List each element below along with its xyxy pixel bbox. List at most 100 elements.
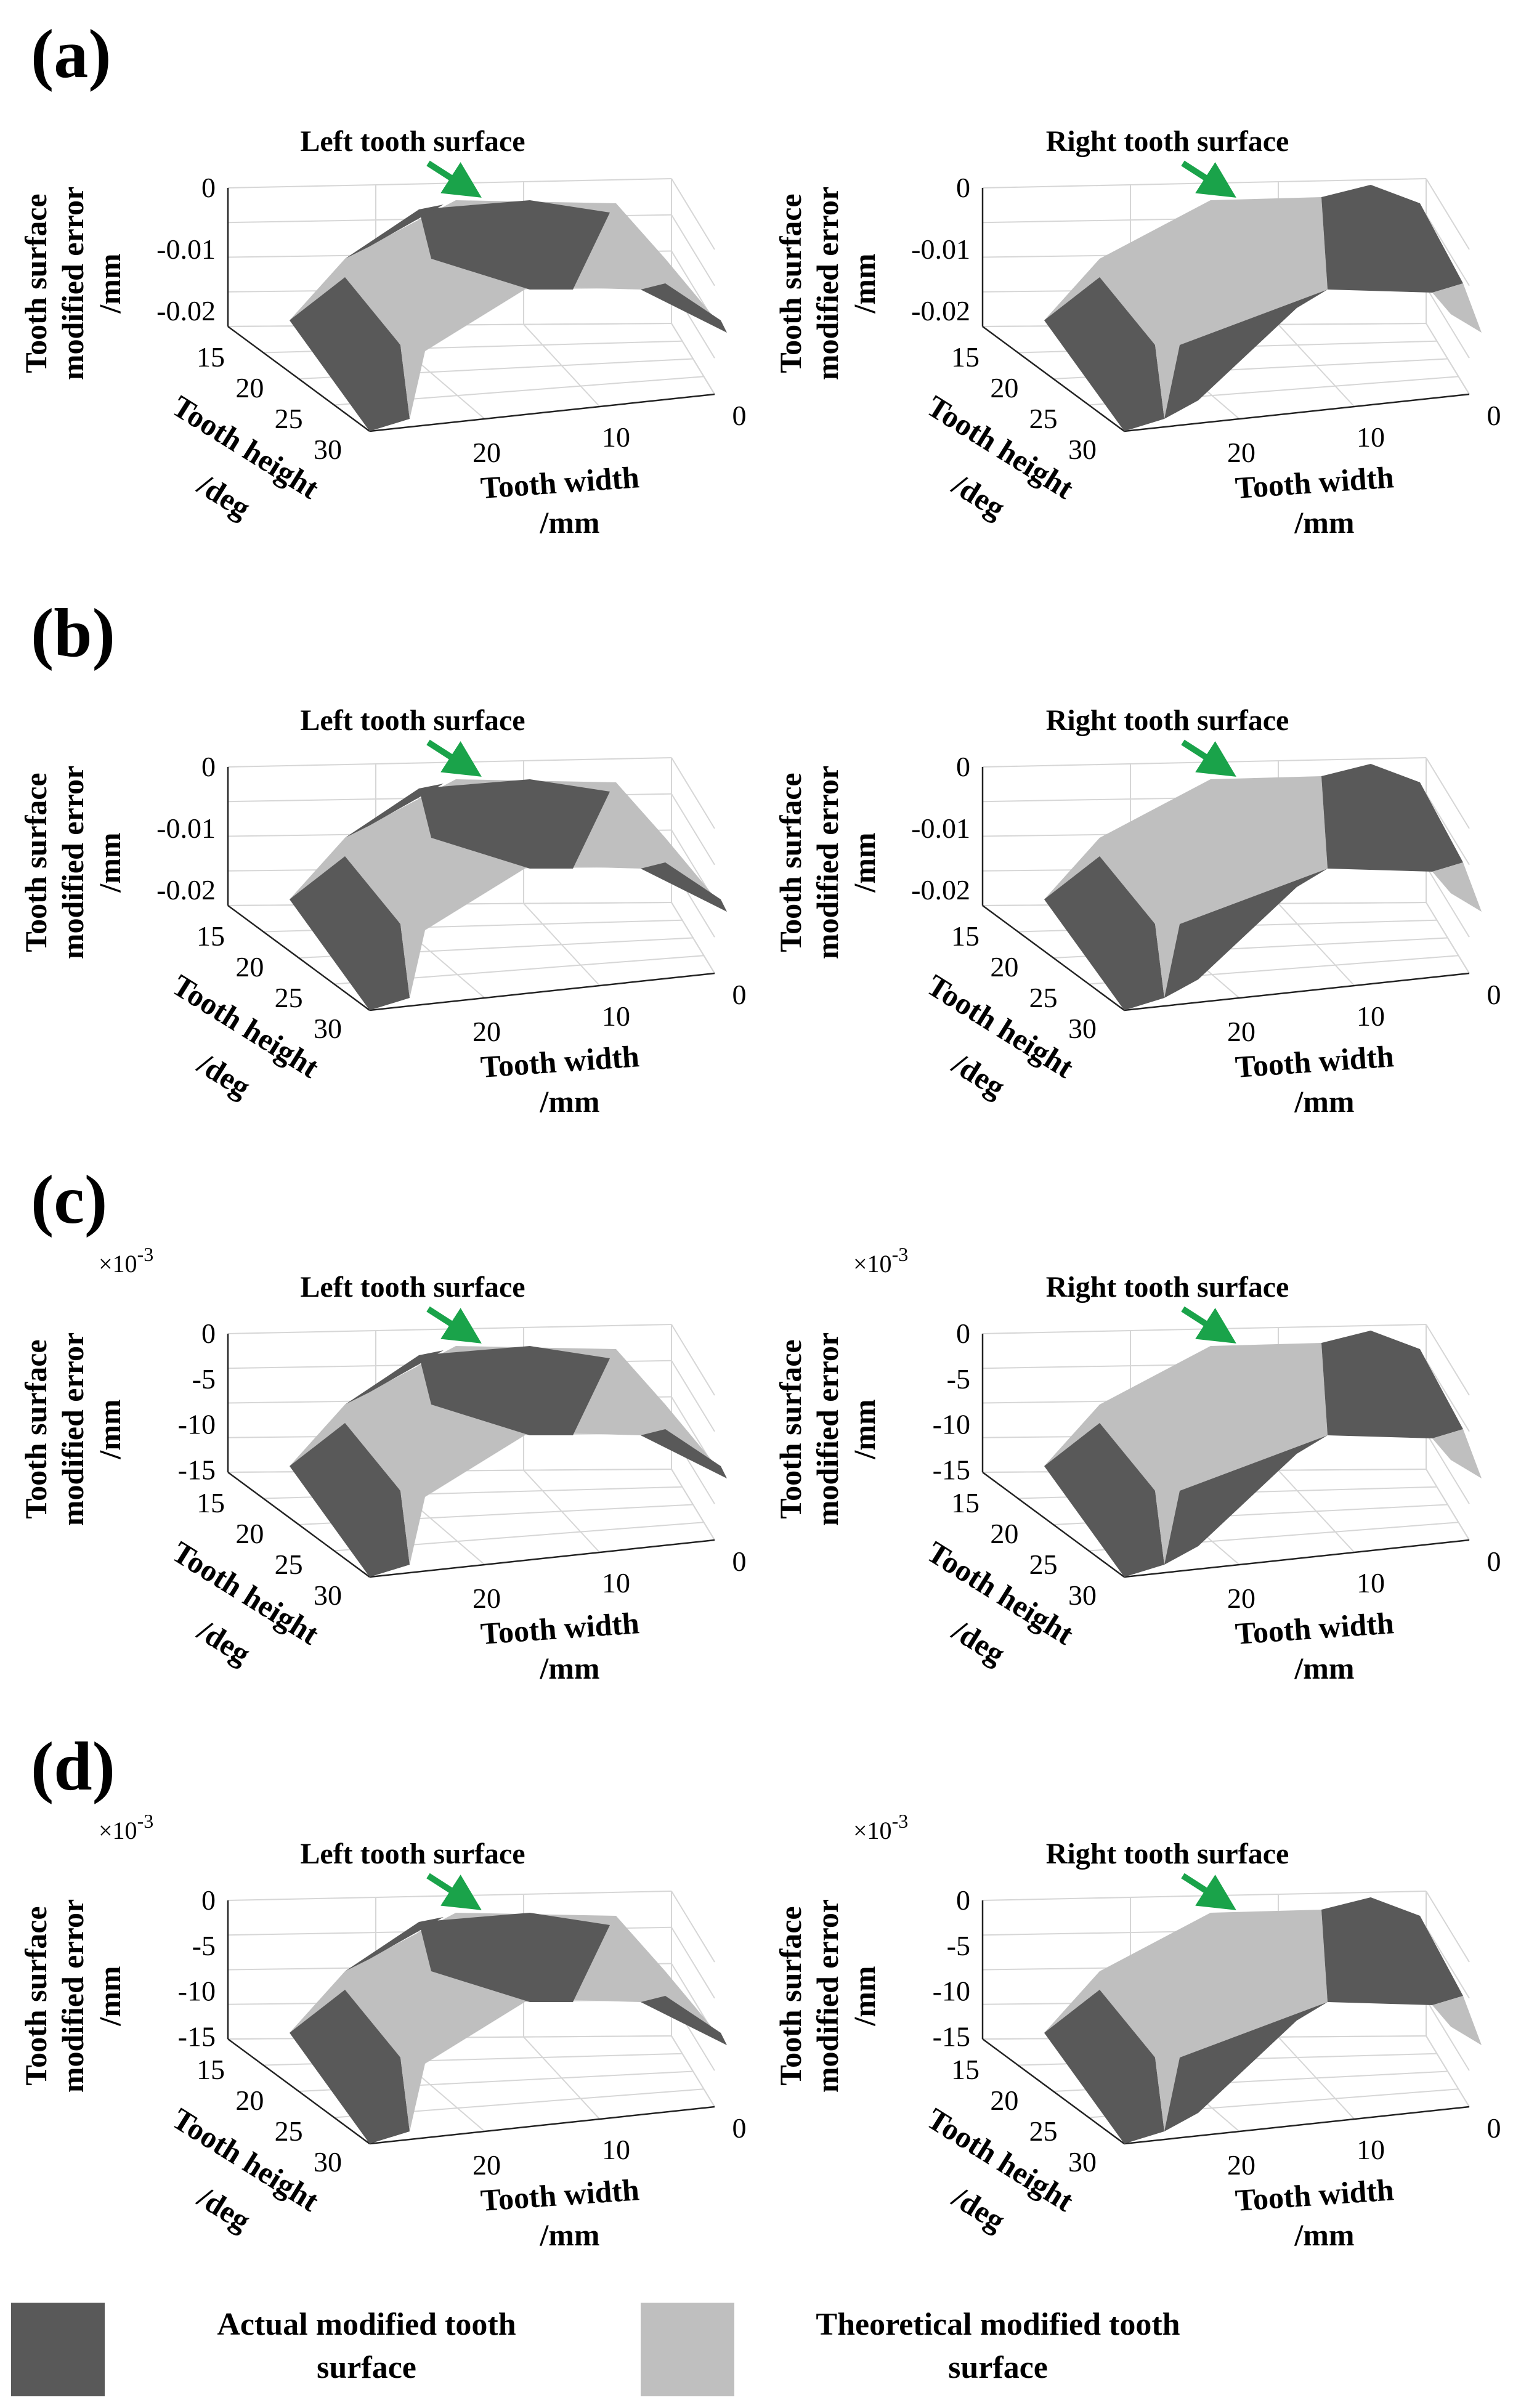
x-tick-label: 20: [473, 437, 501, 468]
legend: Actual modified tooth surface Theoretica…: [11, 2303, 1180, 2396]
z-axis-label-line1: Tooth surface: [773, 1339, 808, 1518]
annotation-label: Left tooth surface: [300, 1271, 525, 1303]
z-tick-label: -15: [933, 2021, 970, 2052]
grid-line: [1426, 1432, 1470, 1504]
z-tick-label: -5: [192, 1363, 216, 1395]
z-scale-base: ×10: [853, 1817, 892, 1844]
grid-line: [671, 1891, 715, 1963]
grid-line: [671, 323, 715, 395]
legend-swatch-theoretical: [641, 2303, 734, 2396]
y-axis: [982, 904, 1125, 1011]
y-tick-label: 30: [1068, 2146, 1097, 2178]
x-tick-label: 20: [1227, 1016, 1255, 1047]
x-axis-label: Tooth width: [479, 1605, 640, 1651]
z-axis-label-unit: /mm: [92, 832, 127, 893]
grid-line: [1278, 902, 1355, 986]
x-axis: [1124, 972, 1470, 1011]
z-axis-label-line2: modified error: [55, 187, 90, 380]
z-scale-base: ×10: [99, 1817, 137, 1844]
z-scale-base: ×10: [853, 1250, 892, 1278]
z-axis-label-line2: modified error: [55, 766, 90, 959]
x-tick-label: 20: [473, 2149, 501, 2181]
y-tick-label: 25: [1029, 2115, 1058, 2147]
surface-theoretical-edge: [1432, 1429, 1482, 1478]
x-axis: [369, 1539, 715, 1578]
x-axis-label: Tooth width: [1234, 2172, 1395, 2218]
x-axis: [1124, 1539, 1470, 1578]
panel-2: (b) Left tooth surface 0 -0.01 -0.02 15 20 25 30…: [18, 595, 1501, 1119]
panel-label: (a): [31, 16, 112, 92]
z-scale-exponent: -3: [137, 1810, 154, 1832]
grid-line: [671, 1360, 715, 1432]
z-tick-label: -15: [178, 2021, 216, 2052]
surface-actual: [1321, 1897, 1463, 2005]
z-tick-label: -5: [192, 1930, 216, 1961]
legend-theoretical-line2: surface: [948, 2350, 1048, 2385]
x-axis: [1124, 393, 1470, 432]
z-tick-label: -0.01: [911, 813, 970, 844]
grid-line: [523, 1469, 601, 1553]
surface-theoretical: [1044, 1343, 1328, 1565]
z-tick-label: 0: [201, 1884, 216, 1916]
y-tick-label: 30: [1068, 434, 1097, 465]
annotation-label: Left tooth surface: [300, 1838, 525, 1870]
x-tick-label: 20: [473, 1016, 501, 1047]
panel-3: (c)Left tooth surface0-5-10-15×10-315202…: [18, 1162, 1501, 1685]
y-tick-label: 25: [1029, 403, 1058, 434]
z-tick-label: -10: [178, 1976, 216, 2007]
z-axis-label-line2: modified error: [810, 1332, 845, 1526]
x-axis: [369, 972, 715, 1011]
surface-actual-edge: [345, 205, 444, 259]
x-axis-unit: /mm: [1294, 1084, 1354, 1119]
annotation-label: Right tooth surface: [1046, 125, 1289, 158]
z-scale-base: ×10: [99, 1250, 137, 1278]
plot-a-left: Left tooth surface 0 -0.01 -0.02 15 20 25 30 20 1…: [18, 125, 747, 540]
surface-theoretical: [1044, 776, 1328, 998]
arrow-icon: [426, 1306, 482, 1344]
x-tick-label: 10: [1357, 421, 1385, 453]
grid-line: [1278, 2036, 1355, 2120]
panel-label: (b): [31, 595, 115, 671]
x-axis-label: Tooth width: [1234, 1605, 1395, 1651]
grid-line: [1426, 793, 1470, 866]
x-tick-label: 0: [1487, 400, 1501, 431]
y-tick-label: 30: [314, 434, 342, 465]
surface-group: [290, 779, 727, 1010]
x-tick-label: 0: [732, 400, 747, 431]
legend-actual-line2: surface: [317, 2350, 416, 2385]
y-tick-label: 15: [951, 2054, 980, 2085]
x-axis-unit: /mm: [1294, 505, 1354, 540]
y-tick-label: 15: [951, 1487, 980, 1518]
surface-actual-underside: [290, 271, 410, 431]
grid-line: [523, 902, 601, 986]
legend-swatch-actual: [11, 2303, 105, 2396]
surface-actual-underside: [1044, 1984, 1164, 2144]
z-scale-exponent: -3: [892, 1243, 909, 1265]
grid-line: [671, 1469, 715, 1541]
grid-line: [523, 2036, 601, 2120]
plot-c-right: Right tooth surface 0 -5 -10 -15 ×10-3 15 20 25 3…: [773, 1243, 1501, 1685]
z-tick-label: -0.02: [911, 295, 970, 326]
x-tick-label: 10: [602, 421, 630, 453]
arrow-icon: [1181, 160, 1236, 198]
surface-actual-underside: [1164, 1435, 1328, 1565]
x-axis-unit: /mm: [539, 1651, 599, 1685]
surface-actual-underside: [1044, 1417, 1164, 1577]
legend-actual-line1: Actual modified tooth: [217, 2307, 516, 2342]
arrow-icon: [1181, 1873, 1236, 1910]
surface-group: [1044, 764, 1482, 1010]
y-tick-label: 20: [990, 1518, 1018, 1549]
annotation-label: Right tooth surface: [1046, 1271, 1289, 1303]
z-tick-label: -0.01: [911, 233, 970, 265]
z-axis-label-unit: /mm: [92, 1399, 127, 1459]
z-tick-label: -10: [933, 1976, 970, 2007]
surface-theoretical: [290, 1913, 727, 2131]
x-tick-label: 10: [602, 1567, 630, 1599]
x-axis-unit: /mm: [1294, 2218, 1354, 2252]
x-axis-label: Tooth width: [479, 2172, 640, 2218]
z-tick-label: -0.01: [156, 813, 216, 844]
arrow-icon: [426, 1873, 482, 1910]
x-tick-label: 0: [1487, 979, 1501, 1010]
x-axis-unit: /mm: [539, 2218, 599, 2252]
